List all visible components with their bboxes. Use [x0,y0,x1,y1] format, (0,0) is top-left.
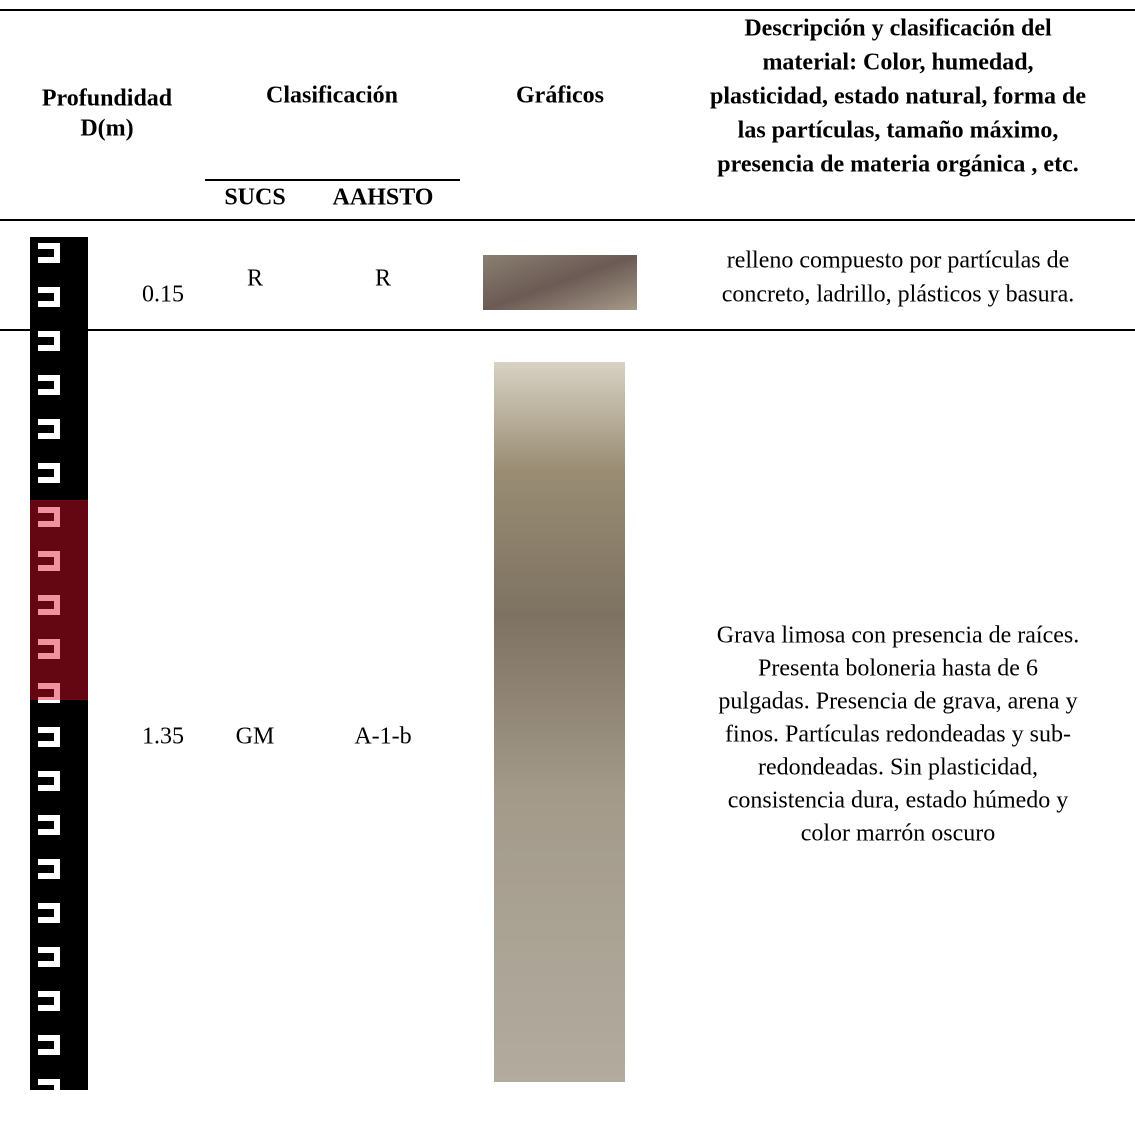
aashto: A-1-b [354,724,411,750]
measuring-tape [30,237,88,1090]
soil-photo [483,255,637,310]
soil-photo [494,362,625,1082]
description-line: redondeadas. Sin plasticidad, [758,755,1038,781]
header-description: Descripción y clasificación del material:… [710,16,1086,178]
header-description-line: presencia de materia orgánica , etc. [717,152,1078,178]
description-line: Presenta boloneria hasta de 6 [758,656,1038,682]
aashto: R [375,266,391,292]
sucs: GM [236,724,275,750]
tape-tint [30,500,88,700]
description-line: finos. Partículas redondeadas y sub- [725,722,1071,748]
header-depth: Profundidad [42,86,173,112]
header-description-line: Descripción y clasificación del [744,16,1052,42]
description-line: relleno compuesto por partículas de [727,248,1070,274]
description-line: consistencia dura, estado húmedo y [728,788,1069,814]
header-description-line: las partículas, tamaño máximo, [738,118,1059,144]
header-aashto: AAHSTO [333,185,434,211]
description-line: pulgadas. Presencia de grava, arena y [718,689,1077,715]
header-depth: D(m) [80,116,133,142]
sucs: R [247,266,263,292]
header-description-line: material: Color, humedad, [762,50,1033,76]
header-description-line: plasticidad, estado natural, forma de [710,84,1086,110]
header-classification: Clasificación [266,83,398,109]
depth: 0.15 [142,282,184,308]
depth: 1.35 [142,724,184,750]
description-line: color marrón oscuro [801,821,996,847]
header-sucs: SUCS [224,185,285,211]
description-line: concreto, ladrillo, plásticos y basura. [722,282,1075,308]
description-line: Grava limosa con presencia de raíces. [717,623,1080,649]
header-graphics: Gráficos [516,83,604,109]
